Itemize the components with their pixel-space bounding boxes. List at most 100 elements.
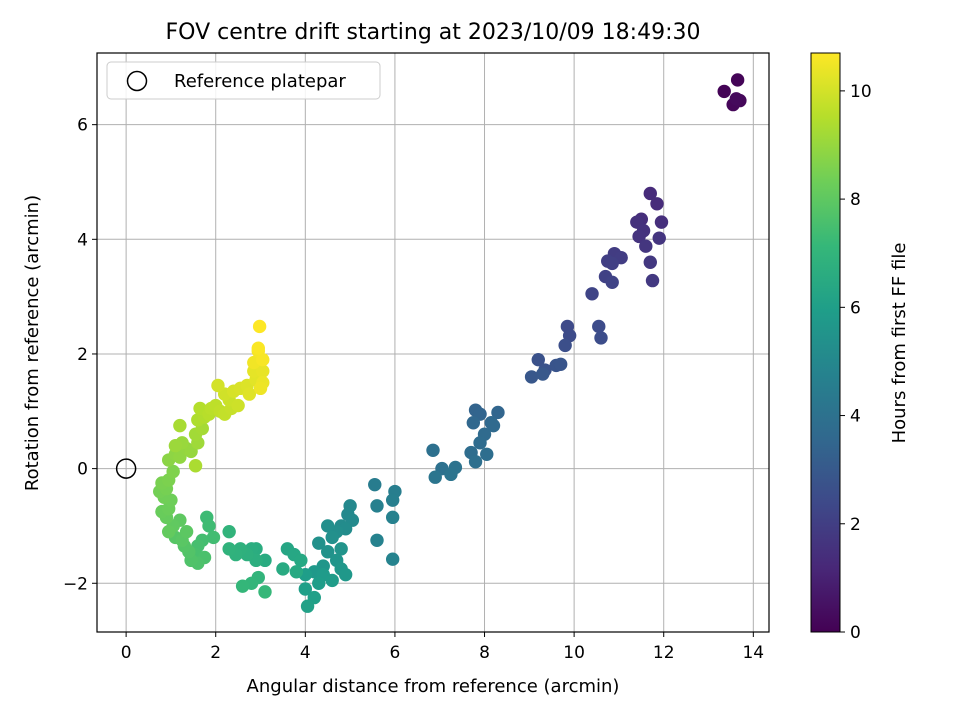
data-point [428, 470, 442, 484]
data-point [592, 319, 606, 334]
data-point [258, 585, 272, 599]
colorbar: 0 2 4 6 8 10 [810, 52, 872, 643]
data-point [553, 357, 568, 371]
data-point [188, 459, 203, 473]
data-point [632, 229, 646, 244]
data-point [256, 352, 270, 367]
data-point [179, 524, 194, 539]
data-point [325, 530, 339, 545]
data-point [251, 341, 265, 355]
data-point [652, 231, 666, 245]
data-point [486, 418, 501, 433]
data-point [298, 582, 313, 596]
x-tick-label: 4 [300, 643, 311, 663]
y-tick-label: 6 [77, 116, 88, 136]
legend-box [106, 61, 381, 100]
x-axis: 0 2 4 6 8 10 12 14 [121, 632, 764, 663]
data-point [289, 565, 304, 579]
colorbar-tick-label: 4 [850, 407, 861, 427]
y-tick-label: 0 [77, 460, 88, 480]
y-axis: −2 0 2 4 6 [63, 116, 97, 594]
data-point [370, 499, 384, 513]
data-point [594, 331, 608, 345]
colorbar-label: Hours from first FF file [889, 243, 910, 444]
data-point [468, 455, 483, 469]
data-point [276, 562, 290, 576]
data-point [466, 416, 481, 430]
chart-title: FOV centre drift starting at 2023/10/09 … [166, 20, 701, 45]
data-point [473, 436, 487, 450]
y-tick-label: 4 [77, 230, 88, 250]
data-point [729, 92, 743, 106]
data-point [338, 567, 353, 582]
data-point [558, 338, 572, 353]
data-point [444, 467, 458, 482]
legend: Reference platepar [106, 61, 381, 100]
x-tick-label: 6 [390, 643, 401, 663]
x-tick-label: 10 [563, 643, 585, 663]
data-point [321, 545, 335, 559]
data-point [385, 493, 400, 507]
data-point [531, 352, 545, 367]
data-point [491, 405, 505, 420]
grid [97, 53, 769, 632]
legend-label: Reference platepar [174, 71, 346, 92]
data-point [256, 364, 270, 378]
data-point [730, 73, 745, 87]
data-point [325, 573, 339, 588]
x-tick-label: 0 [121, 643, 132, 663]
y-axis-label: Rotation from reference (arcmin) [22, 195, 43, 491]
x-tick-label: 14 [742, 643, 764, 663]
data-point [231, 398, 245, 413]
reference-marker [115, 458, 137, 479]
y-tick-label: 2 [77, 345, 88, 365]
data-point [385, 552, 400, 566]
data-point [166, 464, 180, 479]
data-point [222, 524, 236, 539]
data-point [222, 542, 236, 556]
data-point [300, 599, 315, 613]
x-axis-label: Angular distance from reference (arcmin) [247, 676, 620, 697]
colorbar-tick-label: 6 [850, 298, 861, 318]
data-point [253, 381, 268, 396]
data-point [645, 273, 660, 288]
data-point [585, 287, 599, 301]
data-point [536, 367, 550, 381]
data-point [321, 519, 335, 533]
reference-platepar-point [115, 458, 137, 479]
data-point [202, 519, 216, 533]
data-point [211, 378, 225, 393]
data-point [312, 576, 326, 590]
data-point [605, 256, 619, 271]
scatter-points [153, 73, 747, 613]
data-point [639, 239, 653, 253]
x-tick-label: 12 [653, 643, 675, 663]
data-point [294, 553, 308, 568]
data-point [368, 477, 382, 492]
data-point [235, 579, 250, 593]
data-point [206, 530, 221, 545]
data-point [643, 186, 657, 201]
data-point [173, 418, 187, 433]
data-point [654, 215, 669, 229]
plot-frame [96, 52, 770, 633]
data-point [480, 447, 494, 461]
data-point [650, 197, 664, 211]
data-point [242, 387, 257, 401]
data-point [161, 524, 176, 539]
legend-open-circle-marker [126, 70, 148, 92]
data-point [334, 542, 348, 556]
data-point [605, 275, 619, 290]
x-tick-label: 2 [210, 643, 221, 663]
colorbar-tick-label: 10 [850, 82, 872, 102]
y-tick-label: −2 [63, 574, 88, 594]
data-point [312, 536, 326, 550]
data-point [717, 84, 731, 99]
data-point [252, 319, 267, 334]
x-tick-label: 8 [479, 643, 490, 663]
data-point [426, 443, 440, 457]
data-point [168, 438, 183, 453]
colorbar-tick-label: 8 [850, 190, 861, 210]
